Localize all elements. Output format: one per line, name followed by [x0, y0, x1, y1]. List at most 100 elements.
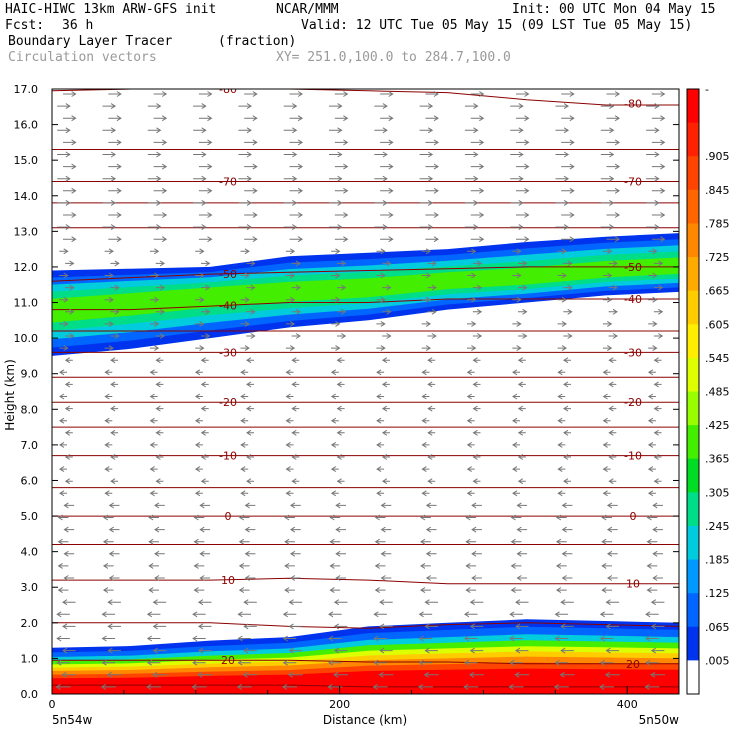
circulation-vector: [102, 562, 114, 569]
circulation-vector: [330, 490, 339, 497]
circulation-vector: [373, 659, 387, 666]
colorbar-swatch: [687, 223, 699, 258]
circulation-vector: [194, 441, 203, 448]
circulation-vector: [155, 333, 166, 339]
circulation-vector: [512, 272, 522, 279]
circulation-vector: [470, 163, 485, 170]
circulation-vector: [379, 647, 393, 654]
contour-label-18-0: 20: [221, 654, 235, 667]
circulation-vector: [602, 345, 613, 352]
circulation-vector: [602, 466, 611, 473]
circulation-vector: [240, 272, 250, 279]
circulation-vector: [110, 357, 119, 364]
circulation-vector: [289, 502, 301, 509]
circulation-vector: [421, 490, 430, 497]
circulation-vector: [110, 454, 119, 460]
circulation-vector: [376, 272, 386, 279]
circulation-vector: [59, 441, 67, 448]
circulation-vector: [602, 320, 613, 327]
circulation-vector: [104, 417, 113, 424]
colorbar-swatch: [687, 391, 699, 426]
circulation-vector: [376, 393, 385, 400]
circulation-vector: [561, 502, 573, 509]
circulation-vector: [244, 139, 258, 146]
circulation-vector: [240, 490, 249, 497]
vectors-label: Circulation vectors: [8, 50, 157, 65]
circulation-vector: [374, 587, 386, 594]
circulation-vector: [246, 429, 254, 436]
circulation-vector: [291, 478, 300, 485]
circulation-vector: [100, 683, 116, 690]
circulation-vector: [653, 260, 664, 267]
circulation-vector: [606, 236, 621, 243]
circulation-vector: [518, 308, 528, 315]
circulation-vector: [651, 236, 666, 243]
circulation-vector: [472, 405, 481, 412]
circulation-vector: [57, 103, 71, 110]
circulation-vector: [200, 405, 209, 412]
circulation-vector: [653, 429, 662, 436]
circulation-vector: [152, 623, 167, 630]
circulation-vector: [512, 248, 522, 255]
circulation-vector: [510, 103, 524, 110]
circulation-vector: [285, 490, 294, 497]
circulation-vector: [155, 405, 164, 412]
y-tick-label: 13.0: [14, 225, 39, 238]
circulation-vector: [63, 139, 77, 146]
circulation-vector: [107, 599, 121, 606]
circulation-vector: [240, 296, 250, 303]
circulation-vector: [108, 212, 122, 218]
circulation-vector: [516, 575, 528, 581]
circulation-vector: [64, 381, 73, 388]
circulation-vector: [334, 163, 349, 170]
circulation-vector: [653, 357, 662, 364]
circulation-vector: [334, 139, 349, 146]
circulation-vector: [557, 490, 566, 497]
circulation-vector: [602, 272, 613, 279]
colorbar-label: .725: [705, 251, 730, 264]
circulation-vector: [244, 212, 258, 218]
circulation-vector: [516, 236, 530, 243]
circulation-vector: [419, 199, 434, 206]
circulation-vector: [605, 599, 620, 606]
circulation-vector: [237, 659, 251, 666]
circulation-vector: [465, 538, 477, 545]
circulation-vector: [289, 91, 304, 97]
circulation-vector: [606, 550, 618, 557]
circulation-vector: [242, 671, 258, 678]
circulation-vector: [199, 526, 211, 533]
circulation-vector: [517, 381, 526, 388]
circulation-vector: [381, 381, 390, 388]
circulation-vector: [510, 514, 522, 521]
circulation-vector: [194, 417, 203, 424]
circulation-vector: [289, 187, 304, 194]
circulation-vector: [154, 575, 165, 581]
colorbar-swatch: [687, 290, 699, 325]
circulation-vector: [421, 320, 432, 327]
contour-line-18: [52, 659, 679, 665]
colorbar-swatch: [687, 425, 699, 460]
circulation-vector: [246, 405, 254, 412]
circulation-vector: [149, 248, 160, 255]
circulation-vector: [102, 103, 117, 110]
circulation-vector: [419, 127, 434, 134]
circulation-vector: [380, 187, 394, 194]
circulation-vector: [512, 490, 520, 497]
circulation-vector: [153, 212, 168, 218]
circulation-vector: [330, 417, 339, 424]
colorbar-swatch: [687, 156, 699, 191]
circulation-vector: [464, 199, 479, 206]
circulation-vector: [244, 187, 258, 194]
circulation-vector: [557, 345, 567, 352]
circulation-vector: [146, 635, 161, 642]
circulation-vector: [425, 212, 439, 218]
circulation-vector: [563, 308, 573, 315]
circulation-vector: [335, 502, 346, 509]
circulation-vector: [63, 502, 75, 509]
y-tick-label: 5.0: [21, 510, 39, 523]
circulation-vector: [466, 441, 475, 448]
circulation-vector: [64, 429, 73, 436]
circulation-vector: [421, 345, 432, 352]
circulation-vector: [653, 381, 662, 388]
circulation-vector: [374, 103, 388, 110]
